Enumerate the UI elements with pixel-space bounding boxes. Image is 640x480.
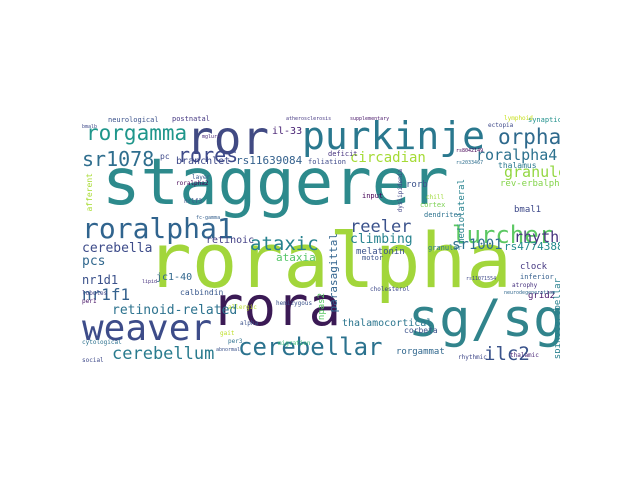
word-neurodegeneration: neurodegeneration: [504, 290, 556, 296]
word-chill: chill: [426, 194, 445, 201]
word-input: input: [362, 192, 384, 200]
word-nr1d1: nr1d1: [82, 273, 119, 287]
word-cytological: cytological: [82, 339, 122, 346]
word-ectopia: ectopia: [488, 122, 514, 129]
word-branchlet: branchlet: [176, 156, 231, 167]
word-pcs: pcs: [82, 254, 106, 269]
word-bmal1: bmal1: [514, 205, 542, 215]
word-lobules: lobules: [82, 290, 108, 297]
word-thalamocortical: thalamocortical: [342, 318, 433, 329]
word-pc: pc: [160, 152, 170, 161]
word-cortex: cortex: [420, 201, 446, 209]
word-migration: migration: [278, 340, 311, 347]
word-motor: motor: [362, 254, 384, 262]
word-grid2: grid2: [528, 291, 556, 301]
word-inferior: inferior: [520, 273, 554, 281]
word-retinoic: retinoic: [206, 235, 255, 246]
word-lurcher: lurcher: [452, 221, 554, 249]
word-alpha: alpha: [240, 320, 259, 327]
word-purkinje: purkinje: [302, 115, 486, 158]
word-bmalb: bmalb: [82, 124, 98, 130]
word-layer: layer: [192, 174, 211, 181]
word-ror: ror: [186, 115, 270, 165]
word-sr1001: sr1001: [452, 237, 503, 253]
word-neurological: neurological: [108, 116, 159, 124]
word-ilc2: ilc2: [484, 343, 530, 365]
word-il-33: il-33: [272, 126, 303, 137]
word-afferent: afferent: [85, 173, 94, 212]
word-reeler: reeler: [350, 217, 412, 237]
word-orphan: orphan: [498, 125, 560, 149]
word-granule: granule: [504, 163, 560, 181]
word-rev-erbalpha: rev-erbalpha: [500, 179, 560, 189]
word-per3: per3: [228, 338, 243, 345]
word-atherosclerosis: atherosclerosis: [286, 116, 332, 122]
word-rorgammat: rorgammat: [396, 347, 445, 357]
word-deficit: deficit: [328, 150, 358, 158]
word-sr1078: sr1078: [82, 147, 155, 171]
word-mgluri: mgluri: [202, 134, 221, 140]
word-staggerer: staggerer: [102, 146, 449, 220]
word-nrlf3: nrlf3: [184, 198, 203, 205]
word-rhythm: rhythm: [514, 228, 560, 246]
word-retinoid-related: retinoid-related: [112, 303, 238, 318]
word-postnatal: postnatal: [172, 115, 210, 123]
word-climbing: climbing: [350, 232, 413, 247]
word-ataxia: ataxia: [276, 251, 316, 264]
word-gait: gait: [220, 330, 235, 337]
word-npas2: npas2: [317, 293, 327, 321]
word-rhythmic: rhythmic: [458, 354, 487, 361]
word-rs11071554: rs11071554: [466, 276, 497, 282]
word-dyslipidemia: dyslipidemia: [397, 169, 404, 213]
word-calbindin: calbindin: [180, 288, 224, 297]
word-granular: granular: [428, 244, 462, 252]
word-cloud: staggerer roralpha rora sg/sg ror purkin…: [80, 115, 560, 367]
word-rorgamma: rorgamma: [86, 121, 188, 145]
word-corbeta: corbeta: [404, 326, 438, 335]
word-thalamus: thalamus: [498, 161, 537, 170]
word-rores: rores: [178, 143, 239, 167]
word-sg-sg: sg/sg: [408, 289, 560, 349]
word-cholesterol: cholesterol: [370, 286, 410, 293]
word-melatonin: melatonin: [356, 247, 405, 257]
word-rorb: rorb: [406, 180, 428, 190]
word-cerebellar: cerebellar: [238, 333, 383, 361]
word-roralpha2: roralpha2: [176, 180, 209, 187]
word-ataxic: ataxic: [250, 233, 319, 255]
word-rs11639084: rs11639084: [236, 154, 303, 167]
word-abnormal: abnormal: [216, 347, 241, 353]
word-rora: rora: [211, 275, 342, 338]
word-rs2033467: rs2033467: [456, 160, 484, 166]
word-allergic: allergic: [228, 304, 257, 311]
word-foliation: foliation: [308, 158, 346, 166]
word-rs8042149: rs8042149: [456, 148, 484, 154]
word-social: social: [82, 357, 104, 364]
word-roralpha4: roralpha4: [476, 146, 558, 164]
word-circadian: circadian: [350, 150, 426, 166]
word-synaptic: synaptic: [528, 116, 560, 124]
word-roralpha1: roralpha1: [82, 212, 234, 245]
word-nr1f1: nr1f1: [82, 285, 131, 304]
word-lipid: lipid: [142, 279, 158, 285]
word-jc1-40: jc1-40: [156, 272, 193, 283]
word-cerebella: cerebella: [82, 241, 153, 256]
word-supplementary: supplementary: [350, 116, 390, 122]
word-weaver: weaver: [82, 308, 213, 349]
word-thalamic: thalamic: [510, 352, 539, 359]
word-fc-gamma: fc-gamma: [196, 215, 221, 221]
word-dendrites: dendrites: [424, 211, 462, 219]
word-rs4774388: rs4774388: [504, 240, 560, 253]
word-roralpha: roralpha: [146, 216, 513, 305]
word-clock: clock: [520, 262, 548, 272]
word-lymphoid: lymphoid: [504, 115, 533, 122]
word-atrophy: atrophy: [512, 282, 538, 289]
word-hemizygous: hemizygous: [276, 300, 313, 307]
word-per1: per1: [82, 298, 97, 305]
word-parasagittal: parasagittal: [327, 233, 340, 313]
word-cerebellum: cerebellum: [112, 344, 215, 364]
